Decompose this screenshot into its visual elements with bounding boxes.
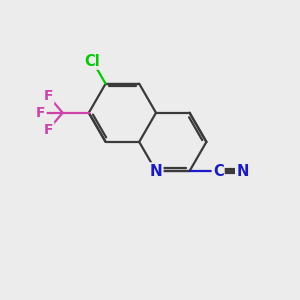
Text: F: F [44,122,53,136]
Text: F: F [36,106,46,120]
Text: N: N [236,164,248,178]
Text: Cl: Cl [85,53,101,68]
Text: N: N [150,164,162,178]
Text: C: C [213,164,224,178]
Text: F: F [44,89,53,103]
